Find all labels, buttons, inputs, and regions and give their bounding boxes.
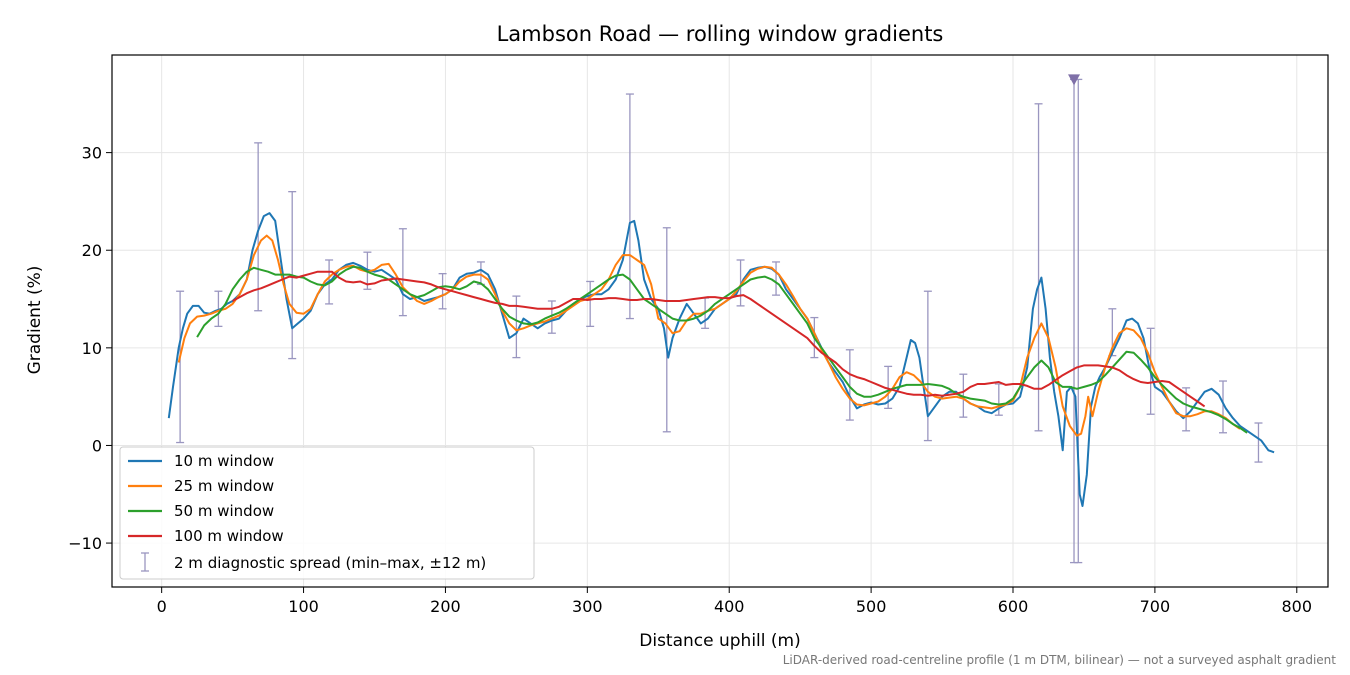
chart-title: Lambson Road — rolling window gradients (497, 22, 944, 46)
errorbar (1254, 422, 1263, 463)
errorbar (176, 290, 185, 444)
peak-marker (1068, 74, 1081, 86)
errorbar (254, 142, 263, 312)
legend-swatch-errorbar (141, 552, 149, 572)
y-axis-ticks: −10 0 10 20 30 (68, 144, 112, 553)
x-tick-label: 100 (288, 597, 319, 616)
series-lines (167, 212, 1275, 507)
legend-label-10m: 10 m window (174, 452, 274, 470)
errorbar (772, 261, 781, 296)
errorbar (1219, 380, 1228, 434)
x-tick-label: 800 (1282, 597, 1313, 616)
legend: 10 m window 25 m window 50 m window 100 … (119, 446, 535, 580)
errorbar (547, 300, 556, 334)
x-tick-label: 700 (1140, 597, 1171, 616)
errorbar (1182, 387, 1191, 432)
errorbar (662, 227, 671, 433)
x-axis-label: Distance uphill (m) (639, 631, 800, 651)
y-axis-label: Gradient (%) (25, 266, 45, 375)
y-tick-label: 10 (82, 339, 102, 358)
x-tick-label: 400 (714, 597, 745, 616)
series-line-3 (232, 270, 1206, 408)
marker-layer (1068, 74, 1081, 86)
x-tick-label: 0 (157, 597, 167, 616)
errorbar (736, 259, 745, 307)
x-tick-label: 200 (430, 597, 461, 616)
errorbar (845, 349, 854, 421)
x-tick-label: 300 (572, 597, 603, 616)
legend-label-errorbar: 2 m diagnostic spread (min–max, ±12 m) (174, 554, 486, 572)
y-tick-label: 20 (82, 241, 102, 260)
errorbar (586, 280, 595, 328)
grid-lines (112, 55, 1328, 587)
footnote: LiDAR-derived road-centreline profile (1… (783, 653, 1337, 667)
legend-label-100m: 100 m window (174, 527, 284, 545)
x-tick-label: 600 (998, 597, 1029, 616)
y-tick-label: 30 (82, 144, 102, 163)
legend-label-25m: 25 m window (174, 477, 274, 495)
x-axis-ticks: 0 100 200 300 400 500 600 700 800 (157, 587, 1312, 616)
y-tick-label: −10 (68, 534, 102, 553)
errorbar (438, 273, 447, 310)
plot-frame (111, 54, 1329, 588)
errorbar (398, 228, 407, 317)
errorbar (1034, 103, 1043, 432)
legend-box (119, 446, 535, 580)
legend-label-50m: 50 m window (174, 502, 274, 520)
series-line-1 (177, 234, 1241, 437)
y-tick-label: 0 (92, 436, 102, 455)
x-tick-label: 500 (856, 597, 887, 616)
